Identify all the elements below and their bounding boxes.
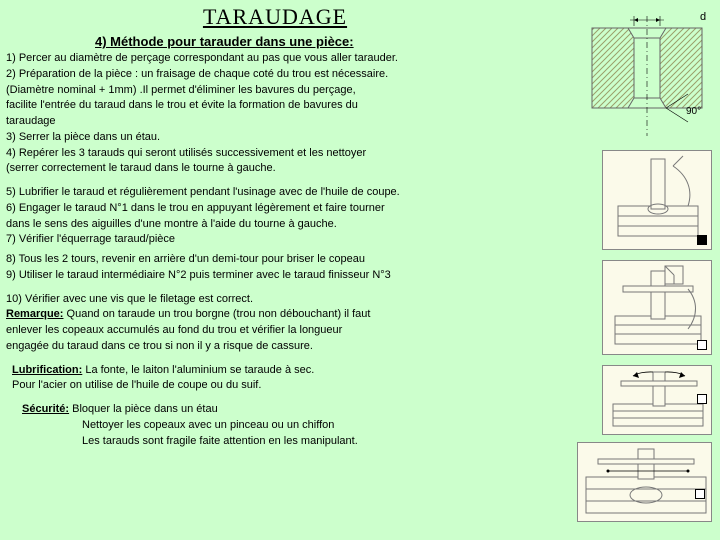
security-block: Sécurité: Bloquer la pièce dans un étau …	[22, 403, 566, 448]
step-6a: 6) Engager le taraud N°1 dans le trou en…	[6, 202, 566, 216]
body-text: 1) Percer au diamètre de perçage corresp…	[6, 52, 566, 458]
steps-block-2: 5) Lubrifier le taraud et régulièrement …	[6, 186, 566, 283]
step-2d: taraudage	[6, 115, 566, 129]
cross-section-diagram: d 90°	[582, 10, 712, 140]
dim-d: d	[700, 11, 706, 23]
figure-4	[577, 442, 712, 522]
sec-line2: Nettoyer les copeaux avec un pinceau ou …	[82, 419, 566, 433]
step-3: 3) Serrer la pièce dans un étau.	[6, 131, 566, 145]
figure-2	[602, 260, 712, 355]
sec-line1: Sécurité: Bloquer la pièce dans un étau	[22, 403, 566, 417]
marker-square-icon	[697, 340, 707, 350]
lub-line1: Lubrification: La fonte, le laiton l'alu…	[12, 364, 566, 378]
angle-label: 90°	[686, 106, 701, 117]
section-subtitle: 4) Méthode pour tarauder dans une pièce:	[95, 34, 354, 49]
step-4b: (serrer correctement le taraud dans le t…	[6, 162, 566, 176]
marker-square-icon	[697, 235, 707, 245]
step-2c: facilite l'entrée du taraud dans le trou…	[6, 99, 566, 113]
remark-line1: Remarque: Quand on taraude un trou borgn…	[6, 308, 566, 322]
marker-square-icon	[697, 394, 707, 404]
remark-text1: Quand on taraude un trou borgne (trou no…	[63, 308, 370, 320]
steps-block-1: 1) Percer au diamètre de perçage corresp…	[6, 52, 566, 176]
step-10: 10) Vérifier avec une vis que le filetag…	[6, 293, 566, 307]
sec-line3: Les tarauds sont fragile faite attention…	[82, 435, 566, 449]
page-title: TARAUDAGE	[0, 4, 550, 30]
step-5: 5) Lubrifier le taraud et régulièrement …	[6, 186, 566, 200]
lub-line2: Pour l'acier on utilise de l'huile de co…	[12, 379, 566, 393]
remark-line3: engagée du taraud dans ce trou si non il…	[6, 340, 566, 354]
step-8: 8) Tous les 2 tours, revenir en arrière …	[6, 253, 566, 267]
step-4a: 4) Repérer les 3 tarauds qui seront util…	[6, 147, 566, 161]
security-label: Sécurité:	[22, 403, 69, 415]
remark-line2: enlever les copeaux accumulés au fond du…	[6, 324, 566, 338]
lub-text1: La fonte, le laiton l'aluminium se tarau…	[82, 364, 314, 376]
figure-1	[602, 150, 712, 250]
steps-block-3: 10) Vérifier avec une vis que le filetag…	[6, 293, 566, 354]
step-2b: (Diamètre nominal + 1mm) .Il permet d'él…	[6, 84, 566, 98]
cross-section-svg: d 90°	[582, 10, 712, 140]
step-6b: dans le sens des aiguilles d'une montre …	[6, 218, 566, 232]
marker-square-icon	[695, 489, 705, 499]
remark-label: Remarque:	[6, 308, 63, 320]
step-1: 1) Percer au diamètre de perçage corresp…	[6, 52, 566, 66]
figure-3	[602, 365, 712, 435]
step-2a: 2) Préparation de la pièce : un fraisage…	[6, 68, 566, 82]
sec-text1: Bloquer la pièce dans un étau	[69, 403, 218, 415]
lubrication-label: Lubrification:	[12, 364, 82, 376]
figure-4-svg	[578, 443, 713, 523]
step-9: 9) Utiliser le taraud intermédiaire N°2 …	[6, 269, 566, 283]
step-7: 7) Vérifier l'équerrage taraud/pièce	[6, 233, 566, 247]
lubrication-block: Lubrification: La fonte, le laiton l'alu…	[12, 364, 566, 394]
